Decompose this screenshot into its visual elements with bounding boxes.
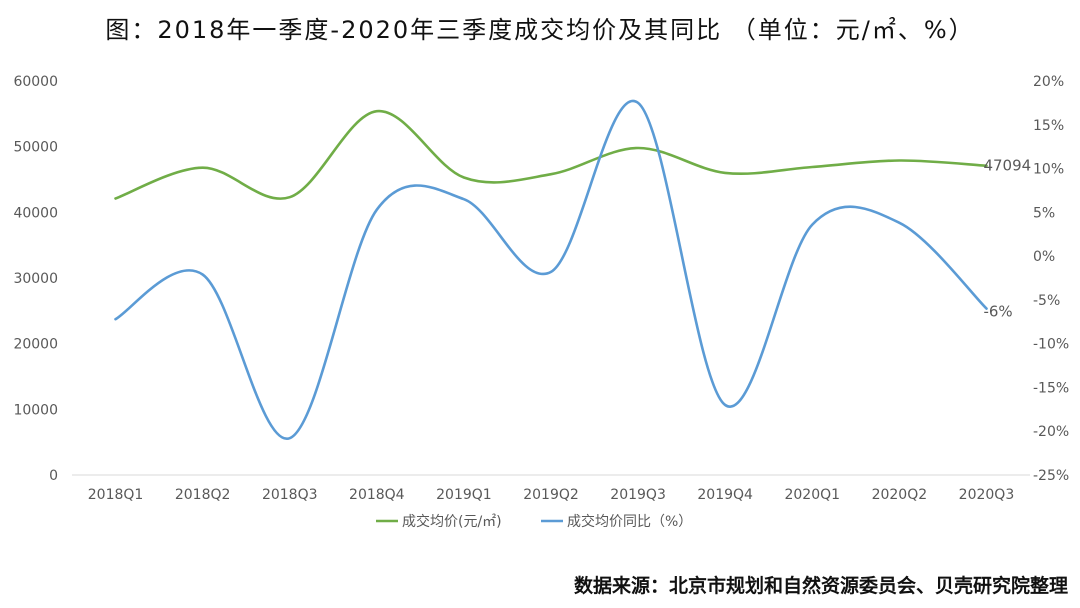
chart-data-labels: 47094 -6%: [983, 157, 1031, 321]
series-line-yoy: [114, 99, 988, 440]
y-right-tick-label: -5%: [1033, 293, 1060, 309]
y-right-tick-label: 0%: [1033, 249, 1055, 265]
price-end-label: 47094: [983, 157, 1031, 175]
legend-label: 成交均价同比（%）: [567, 513, 692, 530]
x-tick-label: 2018Q2: [175, 487, 231, 503]
x-tick-label: 2019Q3: [610, 487, 666, 503]
x-tick-label: 2018Q1: [88, 487, 144, 503]
y-left-tick-label: 60000: [13, 74, 58, 90]
x-tick-label: 2019Q2: [523, 487, 579, 503]
x-tick-label: 2019Q4: [697, 487, 753, 503]
y-right-tick-label: -15%: [1033, 380, 1069, 396]
series-line-price: [114, 109, 988, 200]
yoy-end-label: -6%: [983, 303, 1012, 321]
y-left-tick-label: 50000: [13, 140, 58, 156]
y-right-tick-label: 5%: [1033, 205, 1055, 221]
source-note: 数据来源：北京市规划和自然资源委员会、贝壳研究院整理: [573, 575, 1068, 597]
x-tick-label: 2018Q4: [349, 487, 405, 503]
chart-title: 图：2018年一季度-2020年三季度成交均价及其同比 （单位：元/㎡、%）: [105, 16, 975, 44]
y-right-tick-label: -20%: [1033, 424, 1069, 440]
x-tick-label: 2020Q2: [872, 487, 928, 503]
chart-series: [114, 99, 988, 440]
y-left-tick-label: 30000: [13, 271, 58, 287]
y-left-tick-label: 10000: [13, 402, 58, 418]
y-right-tick-label: 15%: [1033, 118, 1064, 134]
x-tick-label: 2019Q1: [436, 487, 492, 503]
y-left-tick-label: 0: [49, 468, 58, 484]
y-right-tick-label: 10%: [1033, 162, 1064, 178]
y-right-tick-label: -25%: [1033, 468, 1069, 484]
legend-price: 成交均价(元/㎡): [376, 513, 502, 530]
chart-legend: 成交均价(元/㎡) 成交均价同比（%）: [376, 513, 692, 530]
legend-yoy: 成交均价同比（%）: [541, 513, 692, 530]
x-tick-label: 2020Q1: [784, 487, 840, 503]
y-right-tick-label: -10%: [1033, 337, 1069, 353]
chart-axes: 0 10000 20000 30000 40000 50000 60000 -25% -20% -…: [13, 74, 1069, 503]
y-left-tick-label: 20000: [13, 337, 58, 353]
y-left-tick-label: 40000: [13, 205, 58, 221]
x-tick-label: 2018Q3: [262, 487, 318, 503]
y-right-tick-label: 20%: [1033, 74, 1064, 90]
x-tick-label: 2020Q3: [959, 487, 1015, 503]
legend-label: 成交均价(元/㎡): [402, 513, 502, 530]
